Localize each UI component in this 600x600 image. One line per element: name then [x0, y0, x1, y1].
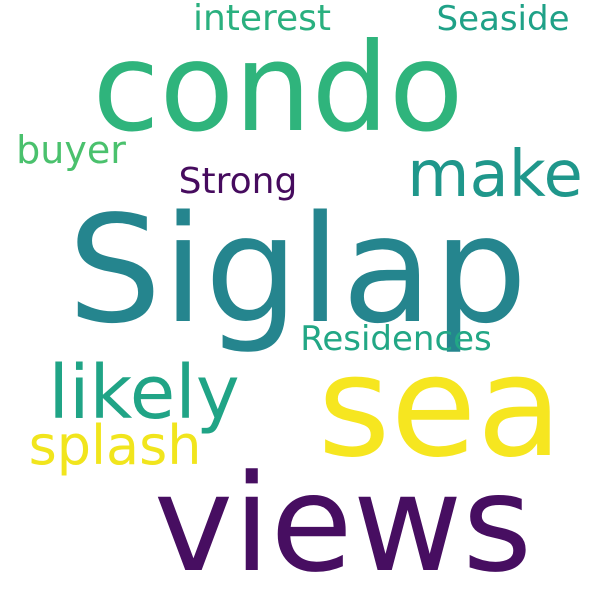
word-strong: Strong: [178, 161, 298, 202]
word-likely: likely: [48, 350, 240, 436]
word-residences: Residences: [300, 319, 492, 359]
word-views: views: [153, 446, 533, 600]
word-interest: interest: [192, 0, 332, 39]
word-sea: sea: [317, 326, 563, 489]
word-make: make: [407, 138, 583, 212]
word-buyer: buyer: [16, 128, 126, 172]
word-siglap: Siglap: [67, 184, 529, 356]
word-seaside: Seaside: [436, 0, 570, 39]
word-condo: condo: [92, 17, 464, 159]
word-splash: splash: [28, 414, 202, 477]
